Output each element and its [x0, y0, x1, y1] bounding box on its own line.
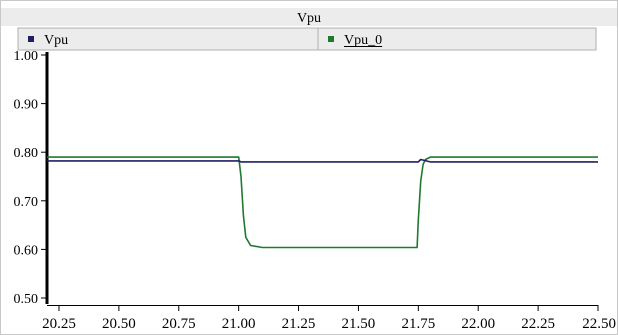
- series-group: [47, 156, 598, 249]
- series-line-vpu: [47, 158, 598, 163]
- x-tick-label: 21.50: [342, 316, 376, 332]
- y-tick-label: 0.70: [14, 195, 39, 210]
- x-tick-label: 22.25: [521, 316, 555, 332]
- y-ticks: 1.00 0.90 0.80 0.70 0.60 0.50: [14, 49, 47, 307]
- x-tick-label: 21.00: [222, 316, 256, 332]
- x-tick-label: 21.25: [282, 316, 316, 332]
- legend-swatch: [328, 36, 334, 42]
- x-tick-label: 22.50: [582, 316, 616, 332]
- title-bar: [1, 8, 617, 26]
- x-tick-label: 21.75: [401, 316, 435, 332]
- x-tick-label: 20.75: [162, 316, 196, 332]
- y-tick-label: 0.80: [14, 146, 39, 161]
- x-tick-label: 22.00: [461, 316, 495, 332]
- legend-swatch: [28, 36, 34, 42]
- x-tick-label: 20.50: [102, 316, 136, 332]
- chart-title: Vpu: [297, 11, 321, 26]
- y-tick-label: 1.00: [14, 49, 39, 64]
- x-ticks: 20.25 20.50 20.75 21.00 21.25 21.50 21.75 22.00…: [42, 305, 616, 332]
- legend-label: Vpu_0: [344, 33, 382, 48]
- legend-label: Vpu: [44, 33, 68, 48]
- y-tick-label: 0.60: [14, 243, 39, 258]
- plot-area: [47, 52, 598, 299]
- legend: Vpu Vpu_0: [28, 33, 383, 48]
- legend-bar: [17, 27, 597, 51]
- y-tick-label: 0.50: [14, 292, 39, 307]
- x-tick-label: 20.25: [42, 316, 76, 332]
- y-tick-label: 0.90: [14, 98, 39, 113]
